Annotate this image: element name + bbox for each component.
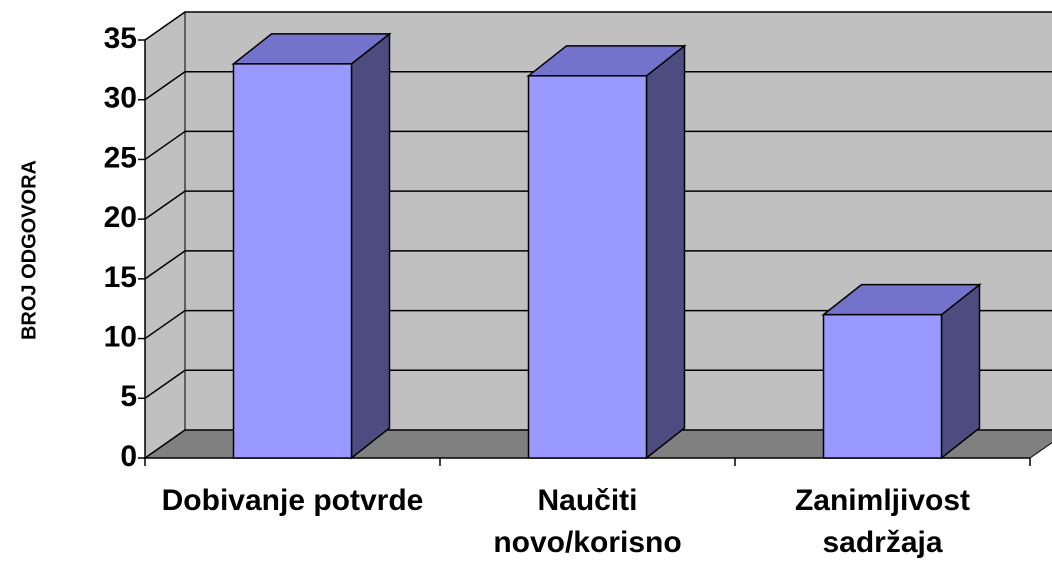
bar-side: [350, 32, 391, 460]
y-axis-title: BROJ ODGOVORA: [18, 160, 40, 340]
y-tick-label: 20: [104, 201, 137, 234]
y-tick-label: 30: [104, 82, 137, 115]
grid-line-side: [144, 429, 186, 459]
y-tick-label: 5: [120, 380, 137, 413]
bar-side: [645, 44, 686, 460]
y-tick-label: 15: [104, 261, 137, 294]
grid-line-side: [144, 130, 186, 161]
bar: [232, 63, 353, 459]
grid-line-side: [144, 71, 186, 101]
grid-line-side: [144, 369, 186, 399]
y-tick-label: 10: [104, 320, 137, 353]
x-tick-label: Dobivanje potvrde: [161, 484, 424, 517]
y-tick-label: 25: [104, 141, 137, 174]
x-tick-label: Zanimljivost sadržaja: [794, 484, 971, 559]
y-tick-label: 0: [120, 440, 137, 473]
side-wall: [144, 11, 186, 459]
grid-line-side: [144, 190, 186, 220]
x-tick-label: Naučiti novo/korisno: [493, 484, 682, 559]
bar: [527, 75, 648, 459]
bar: [822, 313, 943, 459]
y-tick-label: 35: [104, 22, 137, 55]
grid-line-side: [144, 250, 186, 280]
grid-line-side: [144, 11, 186, 41]
grid-line-side: [144, 309, 186, 340]
